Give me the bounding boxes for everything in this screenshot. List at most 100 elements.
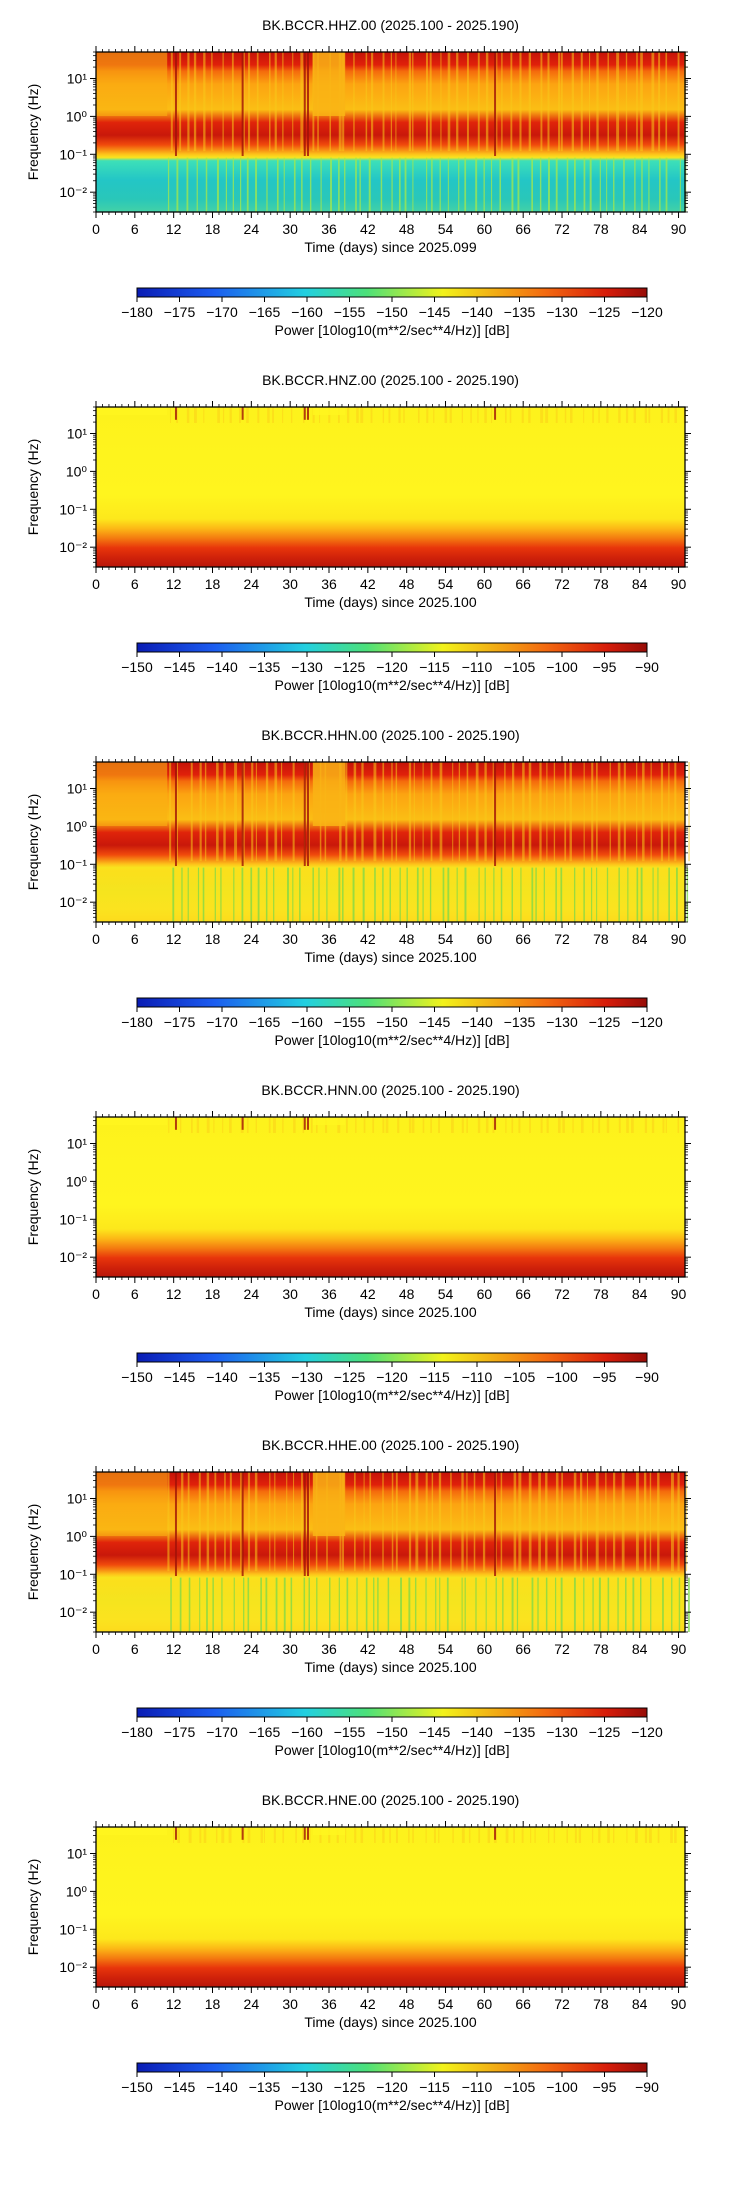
heatmap-streak xyxy=(257,407,260,423)
colorbar-tick-label: −125 xyxy=(589,1014,621,1030)
heatmap-streak xyxy=(290,407,293,423)
heatmap-streak xyxy=(572,1117,574,1133)
heatmap-streak xyxy=(255,1117,257,1133)
heatmap-streak xyxy=(346,407,350,423)
heatmap-streak xyxy=(426,407,429,423)
heatmap-streak xyxy=(435,1577,437,1632)
heatmap-streak xyxy=(398,157,401,212)
heatmap-streak xyxy=(408,1577,411,1632)
heatmap-streak xyxy=(596,867,598,922)
heatmap-event xyxy=(241,52,244,156)
heatmap-streak xyxy=(429,52,432,152)
heatmap-streak xyxy=(452,1827,454,1843)
x-tick-label: 30 xyxy=(282,576,298,592)
heatmap-streak xyxy=(290,1577,293,1632)
heatmap-streak xyxy=(561,1472,563,1572)
heatmap-streak xyxy=(491,157,493,212)
x-tick-label: 48 xyxy=(399,221,415,237)
colorbar-tick-label: −140 xyxy=(461,1014,493,1030)
y-tick-label: 10¹ xyxy=(67,780,88,796)
colorbar-tick-label: −170 xyxy=(206,1724,238,1740)
y-tick-label: 10⁻¹ xyxy=(59,1921,87,1937)
heatmap-streak xyxy=(286,867,289,922)
heatmap-streak xyxy=(197,867,200,922)
heatmap-streak xyxy=(442,867,445,922)
x-tick-label: 72 xyxy=(554,1641,570,1657)
heatmap-streak xyxy=(660,407,664,423)
heatmap-streak xyxy=(493,867,495,922)
x-tick-label: 12 xyxy=(166,1996,182,2012)
heatmap-streak xyxy=(363,1117,366,1133)
y-axis-label: Frequency (Hz) xyxy=(25,439,41,535)
heatmap-streak xyxy=(408,1472,412,1572)
heatmap-body xyxy=(96,1117,685,1277)
heatmap-streak xyxy=(353,52,355,152)
x-tick-label: 66 xyxy=(515,1641,531,1657)
heatmap-streak xyxy=(511,1117,514,1133)
y-tick-label: 10¹ xyxy=(67,425,88,441)
heatmap-streak xyxy=(425,1472,428,1572)
heatmap-streak xyxy=(539,157,542,212)
x-axis-label: Time (days) since 2025.100 xyxy=(304,2014,476,2030)
heatmap-streak xyxy=(272,407,274,423)
x-tick-label: 66 xyxy=(515,931,531,947)
heatmap-streak xyxy=(496,52,498,152)
heatmap-streak xyxy=(385,1117,389,1133)
heatmap-streak xyxy=(373,1577,375,1632)
heatmap-streak xyxy=(308,1577,310,1632)
colorbar-tick-label: −145 xyxy=(419,1014,451,1030)
heatmap-streak xyxy=(596,52,599,152)
heatmap-streak xyxy=(530,1827,532,1843)
heatmap-streak xyxy=(198,1472,201,1572)
colorbar-tick-label: −90 xyxy=(635,1369,659,1385)
heatmap-streak xyxy=(400,1577,403,1632)
heatmap-streak xyxy=(578,1827,582,1843)
heatmap-streak xyxy=(513,1827,515,1843)
heatmap-streak xyxy=(485,1577,487,1632)
x-tick-label: 0 xyxy=(92,221,100,237)
heatmap-streak xyxy=(186,157,189,212)
heatmap-streak xyxy=(633,407,637,423)
heatmap-streak xyxy=(168,1117,170,1133)
heatmap-streak xyxy=(607,1577,610,1632)
heatmap-streak xyxy=(534,1827,536,1843)
heatmap-streak xyxy=(511,157,514,212)
heatmap-streak xyxy=(199,1577,201,1632)
heatmap-streak xyxy=(234,762,238,862)
heatmap-streak xyxy=(555,1472,559,1572)
x-tick-label: 0 xyxy=(92,1996,100,2012)
heatmap-streak xyxy=(677,1117,680,1133)
heatmap-streak xyxy=(292,867,294,922)
heatmap-streak xyxy=(617,1577,619,1632)
x-tick-label: 48 xyxy=(399,576,415,592)
x-tick-label: 18 xyxy=(205,576,221,592)
spectrogram-chart: BK.BCCR.HNE.00 (2025.100 - 2025.190) 0 6 12… xyxy=(25,1792,691,2113)
heatmap-streak xyxy=(318,867,320,922)
heatmap-streak xyxy=(382,1472,384,1572)
heatmap-streak xyxy=(190,762,193,862)
heatmap-streak xyxy=(452,762,454,862)
heatmap-streak xyxy=(484,407,487,423)
heatmap-streak xyxy=(458,157,460,212)
heatmap-streak xyxy=(670,1827,673,1843)
colorbar-tick-label: −120 xyxy=(376,1369,408,1385)
y-tick-label: 10⁻¹ xyxy=(59,146,87,162)
colorbar-tick-label: −130 xyxy=(546,304,578,320)
heatmap-streak xyxy=(399,867,401,922)
x-tick-label: 18 xyxy=(205,221,221,237)
x-tick-label: 36 xyxy=(321,931,337,947)
heatmap-event xyxy=(494,1472,497,1576)
heatmap-streak xyxy=(473,1472,476,1572)
y-tick-label: 10⁰ xyxy=(66,818,88,834)
heatmap-streak xyxy=(528,1472,532,1572)
heatmap-streak xyxy=(369,1472,372,1572)
heatmap-streak xyxy=(247,52,251,152)
heatmap-streak xyxy=(193,52,197,152)
heatmap-streak xyxy=(618,407,621,423)
colorbar-tick-label: −120 xyxy=(631,304,663,320)
heatmap-streak xyxy=(282,1827,285,1843)
heatmap-streak xyxy=(382,1827,385,1843)
heatmap-streak xyxy=(221,1827,225,1843)
x-tick-label: 60 xyxy=(477,576,493,592)
heatmap-streak xyxy=(599,157,601,212)
